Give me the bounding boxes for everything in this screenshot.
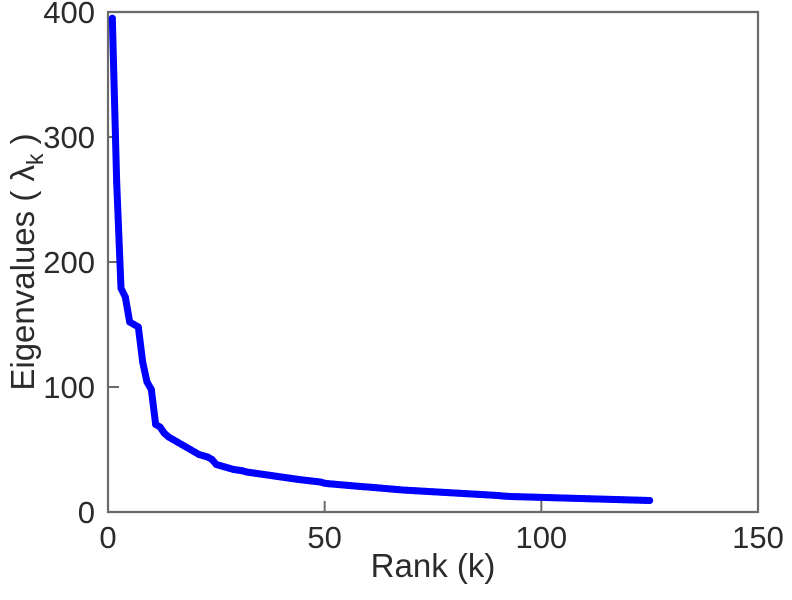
data-series-group <box>108 14 654 504</box>
x-axis-tick-labels: 0 50 100 150 <box>99 520 783 555</box>
y-axis-tick-labels: 0 100 200 300 400 <box>43 0 95 530</box>
x-tick-label: 50 <box>307 520 341 555</box>
y-axis-title-main: Eigenvalues ( λ <box>4 165 41 391</box>
y-axis-title-group: Eigenvalues ( λk ) <box>4 133 48 390</box>
data-point-marker <box>139 358 147 366</box>
y-tick-label: 400 <box>43 0 95 30</box>
data-point-marker <box>113 178 121 186</box>
data-point-marker <box>143 378 151 386</box>
data-point-marker <box>134 323 142 331</box>
y-tick-label: 100 <box>43 370 95 405</box>
x-tick-label: 100 <box>515 520 567 555</box>
x-axis-ticks <box>107 501 759 512</box>
data-point-marker <box>147 386 155 393</box>
data-point-marker <box>117 284 125 292</box>
data-point-marker <box>208 456 216 463</box>
y-axis-title: Eigenvalues ( λk ) <box>4 133 48 390</box>
data-point-marker <box>156 423 164 431</box>
y-tick-label: 200 <box>43 245 95 280</box>
y-tick-label: 0 <box>78 495 95 530</box>
data-point-marker <box>108 14 116 22</box>
axis-box-line <box>106 10 760 514</box>
axes-frame <box>106 10 760 514</box>
data-point-marker <box>646 497 654 504</box>
data-point-marker <box>121 293 129 301</box>
x-axis-title: Rank (k) <box>371 547 496 584</box>
data-line-eigenvalues <box>108 14 654 504</box>
y-axis-title-close: ) <box>4 133 41 153</box>
y-tick-label: 300 <box>43 120 95 155</box>
y-axis-title-subscript: k <box>22 153 48 165</box>
x-tick-label: 0 <box>99 520 116 555</box>
x-tick-label: 150 <box>732 520 784 555</box>
